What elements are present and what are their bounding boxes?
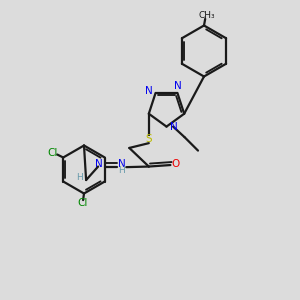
Text: O: O (172, 158, 180, 169)
Text: N: N (145, 86, 153, 97)
Text: H: H (118, 166, 125, 175)
Text: N: N (170, 122, 178, 132)
Text: CH₃: CH₃ (198, 11, 215, 20)
Text: N: N (118, 158, 125, 169)
Text: H: H (76, 173, 83, 182)
Text: N: N (95, 158, 103, 169)
Text: S: S (146, 134, 152, 144)
Text: Cl: Cl (77, 198, 88, 208)
Text: N: N (174, 81, 181, 92)
Text: Cl: Cl (47, 148, 58, 158)
